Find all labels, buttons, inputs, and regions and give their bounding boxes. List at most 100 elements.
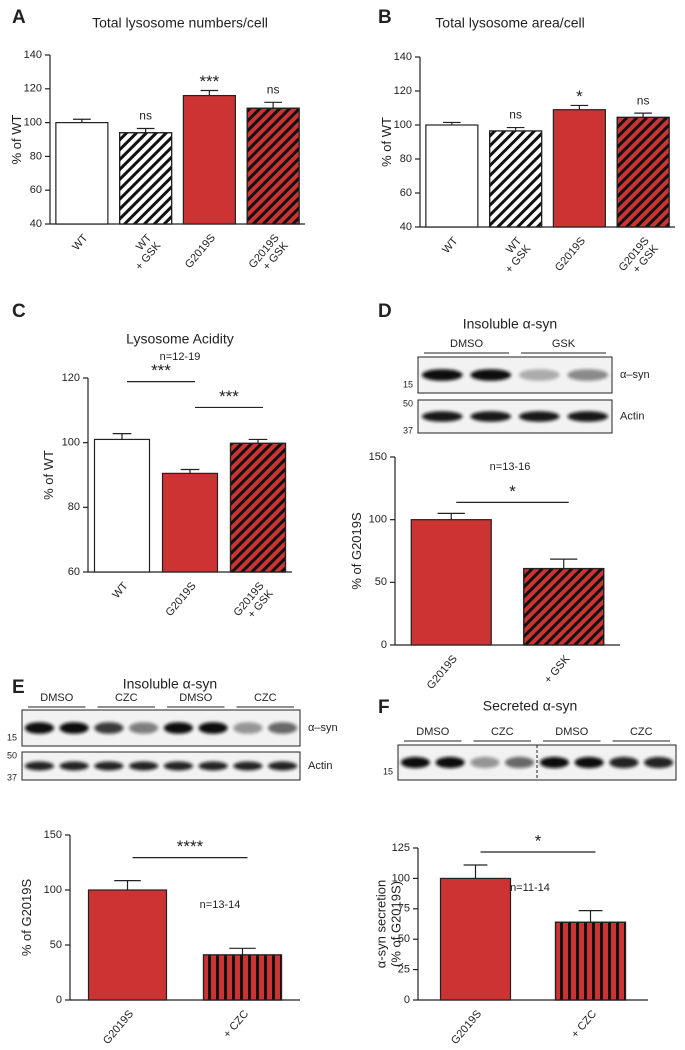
blot-lane-label: CZC (491, 726, 514, 738)
y-tick-label: 120 (394, 85, 412, 97)
panel-letter: E (12, 677, 25, 698)
y-axis-label-line: α-syn secretion (374, 880, 389, 968)
y-axis-label-line: % of WT (379, 117, 394, 167)
y-axis-label: % of WT (41, 450, 56, 500)
y-tick-label: 60 (400, 187, 412, 199)
blot-band (567, 411, 609, 422)
blot-band (539, 756, 569, 769)
blot-band (505, 756, 535, 769)
bar-hatch (489, 130, 543, 228)
blot-lane-label: DMSO (450, 338, 483, 350)
x-tick-label: + CZC (221, 1008, 251, 1040)
bar (425, 124, 479, 228)
y-tick-label: 75 (398, 903, 410, 915)
y-axis-label: α-syn secretion(% of G2019S) (374, 880, 404, 968)
y-tick-label: 80 (30, 150, 42, 162)
y-tick-label: 40 (400, 221, 412, 233)
y-tick-label: 0 (381, 639, 387, 651)
blot-row-label: Actin (308, 760, 332, 772)
bar-hatch (229, 442, 287, 573)
x-tick-label: WT (110, 580, 130, 601)
sample-size: n=13-14 (200, 899, 241, 911)
x-tick-label: WT+ GSK (494, 235, 534, 276)
blot-band (268, 761, 298, 771)
y-tick-label: 100 (392, 872, 410, 884)
significance-label: *** (151, 361, 171, 380)
blot-band (518, 369, 560, 381)
x-tick-label: G2019S (163, 580, 198, 619)
blot-band (609, 756, 639, 769)
blot-lane-label: DMSO (179, 692, 212, 704)
significance-label: * (535, 832, 542, 851)
y-tick-label: 80 (68, 501, 80, 513)
x-tick-label-line: G2019S (183, 232, 218, 271)
bar (87, 889, 168, 1001)
bar (410, 519, 492, 646)
blot-lane-label: CZC (254, 692, 277, 704)
x-tick-label-line: WT (70, 232, 90, 253)
blot-band (94, 761, 124, 771)
chart-title: Lysosome Acidity (126, 331, 234, 347)
x-tick-label: G2019S+ GSK (231, 580, 276, 627)
chart-title: Total lysosome numbers/cell (92, 15, 268, 31)
x-tick-label: WT (70, 232, 90, 253)
y-tick-label: 120 (24, 83, 42, 95)
x-tick-label: + GSK (542, 653, 573, 686)
x-tick-label-line: G2019S (425, 653, 460, 692)
sample-size: n=12-19 (160, 351, 201, 363)
significance-label: *** (199, 72, 219, 91)
x-tick-label: G2019S (425, 653, 460, 692)
blot-band (233, 722, 263, 734)
y-tick-label: 80 (400, 153, 412, 165)
y-tick-label: 100 (62, 437, 80, 449)
y-tick-label: 60 (68, 566, 80, 578)
y-tick-label: 125 (392, 842, 410, 854)
y-tick-label: 0 (404, 994, 410, 1006)
significance-label: ns (267, 82, 280, 96)
x-tick-label-line: G2019S (553, 235, 588, 274)
mw-marker: 50 (7, 750, 17, 760)
significance-label: * (509, 482, 516, 501)
blot-band (567, 369, 609, 381)
y-axis-label-line: % of WT (9, 115, 24, 165)
y-tick-label: 120 (62, 372, 80, 384)
x-tick-label: G2019S+ GSK (247, 232, 292, 279)
blot-band (94, 722, 124, 734)
y-tick-label: 25 (398, 964, 410, 976)
significance-label: ns (139, 109, 152, 123)
blot-band (129, 761, 159, 771)
blot-lane-label: DMSO (416, 726, 449, 738)
blot-band (470, 411, 512, 422)
x-tick-label-line: + CZC (569, 1008, 599, 1040)
y-tick-label: 0 (56, 994, 62, 1006)
bar-hatch (616, 116, 670, 228)
bar (93, 438, 151, 573)
blot-band (24, 761, 54, 771)
y-axis-label: % of G2019S (19, 879, 34, 957)
blot-lane-label: CZC (115, 692, 138, 704)
x-tick-label: + CZC (569, 1008, 599, 1040)
blot-row-label: Actin (620, 410, 644, 422)
y-tick-label: 50 (398, 933, 410, 945)
panel-letter: A (12, 7, 26, 28)
y-tick-label: 100 (369, 514, 387, 526)
blot-band (198, 722, 228, 734)
chart-title: Total lysosome area/cell (435, 15, 584, 31)
y-axis-label: % of WT (9, 115, 24, 165)
mw-marker: 15 (403, 379, 413, 389)
sample-size: n=11-14 (510, 882, 550, 894)
blot-band (59, 722, 89, 734)
x-tick-label-line: + CZC (221, 1008, 251, 1040)
y-axis-label-line: (% of G2019S) (389, 881, 404, 967)
mw-marker: 15 (383, 767, 393, 777)
y-axis-label: % of G2019S (349, 512, 364, 590)
chart-title: Secreted α-syn (483, 698, 577, 714)
y-tick-label: 140 (394, 51, 412, 63)
panel-letter: D (378, 301, 392, 322)
bar (161, 472, 219, 573)
blot-row-label: α–syn (620, 369, 650, 381)
blot-band (435, 756, 465, 769)
blot-band (233, 761, 263, 771)
x-tick-label: WT (440, 235, 460, 256)
x-tick-label-line: + GSK (542, 653, 573, 686)
